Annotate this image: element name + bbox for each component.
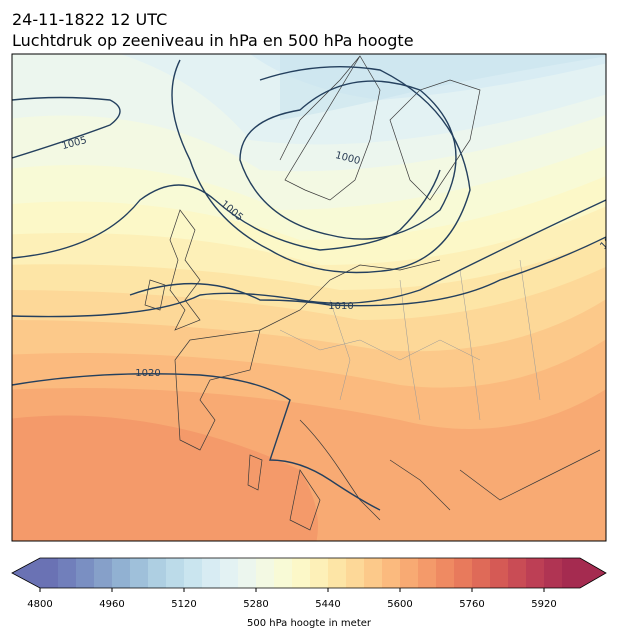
contour: [171, 59, 471, 274]
colorbar-segment: [382, 558, 401, 588]
colorbar-segment: [544, 558, 563, 588]
colorbar-extend: [12, 558, 40, 588]
colorbar-segment: [58, 558, 77, 588]
colorbar-segment: [310, 558, 329, 588]
colorbar-tick-label: 5440: [315, 599, 340, 610]
title: 24-11-1822 12 UTC: [12, 10, 167, 29]
contour: [12, 199, 606, 318]
contour: [12, 373, 381, 511]
coastline: [174, 329, 261, 451]
colorbar-segment: [292, 558, 311, 588]
colorbar-segment: [472, 558, 491, 588]
colorbar-segment: [526, 558, 545, 588]
colorbar-tick-label: 5920: [531, 599, 556, 610]
colorbar-segment: [436, 558, 455, 588]
colorbar-segment: [40, 558, 59, 588]
contour: [239, 80, 457, 240]
contour: [12, 96, 121, 159]
colorbar-segment: [418, 558, 437, 588]
colorbar-segment: [256, 558, 275, 588]
colorbar-segment: [562, 558, 581, 588]
map-frame: [11, 53, 607, 542]
colorbar-segment: [112, 558, 131, 588]
colorbar-segment: [130, 558, 149, 588]
subtitle: Luchtdruk op zeeniveau in hPa en 500 hPa…: [12, 31, 414, 50]
colorbar-segment: [328, 558, 347, 588]
map: 1005 1000 1005 1010 1020 1015: [12, 54, 618, 541]
colorbar-tick-label: 5760: [459, 599, 484, 610]
colorbar-segment: [508, 558, 527, 588]
colorbar-tick-label: 5280: [243, 599, 268, 610]
map-band: [280, 54, 606, 120]
contour: [12, 169, 441, 259]
colorbar-label: 500 hPa hoogte in meter: [247, 618, 372, 629]
contour: [129, 236, 606, 307]
coastline: [169, 209, 201, 331]
colorbar-tick-label: 5120: [171, 599, 196, 610]
colorbar-segment: [202, 558, 221, 588]
colorbar-segment: [76, 558, 95, 588]
colorbar-extend: [580, 558, 606, 588]
coastline: [279, 55, 381, 201]
coastline: [389, 79, 481, 201]
colorbar-segment: [94, 558, 113, 588]
colorbar-segment: [166, 558, 185, 588]
border: [279, 259, 541, 421]
contour-label: 1020: [135, 368, 160, 379]
colorbar-segment: [346, 558, 365, 588]
colorbar-segment: [454, 558, 473, 588]
colorbar-segment: [220, 558, 239, 588]
colorbar-segment: [274, 558, 293, 588]
colorbar-segment: [364, 558, 383, 588]
coastline: [144, 279, 166, 311]
contour-label: 1010: [328, 301, 353, 312]
colorbar: 4800 4960 5120 5280 5440 5600 5760 5920: [11, 557, 607, 610]
colorbar-segment: [148, 558, 167, 588]
colorbar-segment: [184, 558, 203, 588]
colorbar-tick-label: 4960: [99, 599, 124, 610]
colorbar-segment: [400, 558, 419, 588]
coastline: [247, 454, 321, 531]
colorbar-tick-label: 5600: [387, 599, 412, 610]
colorbar-tick-label: 4800: [27, 599, 52, 610]
colorbar-segment: [238, 558, 257, 588]
colorbar-segment: [490, 558, 509, 588]
contour-label: 1015: [598, 226, 618, 252]
